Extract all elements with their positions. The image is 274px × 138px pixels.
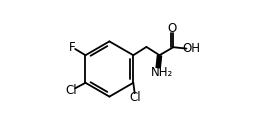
Text: Cl: Cl (65, 84, 77, 97)
Text: O: O (167, 22, 177, 35)
Text: NH₂: NH₂ (151, 66, 173, 79)
Text: OH: OH (183, 42, 201, 55)
Text: F: F (69, 41, 76, 54)
Text: Cl: Cl (129, 91, 141, 104)
